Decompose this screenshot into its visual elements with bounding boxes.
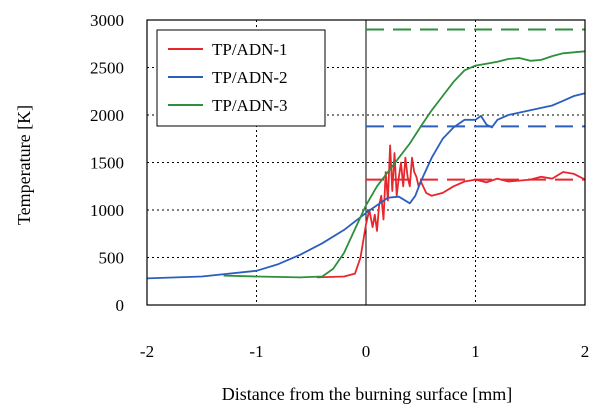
legend-label-2: TP/ADN-2 (212, 68, 288, 87)
x-axis-label: Distance from the burning surface [mm] (222, 384, 512, 404)
data-series (146, 50, 586, 280)
legend-label-1: TP/ADN-1 (212, 40, 288, 59)
y-tick-label-6: 3000 (90, 11, 124, 30)
series-line-1 (316, 144, 586, 279)
x-ticks: -2 -1 0 1 2 (140, 342, 589, 361)
series-line-2 (146, 92, 586, 280)
y-tick-label-1: 500 (99, 249, 125, 268)
y-tick-label-4: 2000 (90, 106, 124, 125)
legend-label-3: TP/ADN-3 (212, 96, 288, 115)
x-tick-label-4: 2 (581, 342, 590, 361)
legend: TP/ADN-1 TP/ADN-2 TP/ADN-3 (156, 29, 326, 127)
y-tick-label-0: 0 (116, 296, 125, 315)
y-tick-label-3: 1500 (90, 154, 124, 173)
series-line-3 (223, 50, 586, 279)
y-ticks: 0 500 1000 1500 2000 2500 3000 (90, 11, 124, 315)
x-tick-label-0: -2 (140, 342, 154, 361)
x-tick-label-2: 0 (362, 342, 371, 361)
y-tick-label-5: 2500 (90, 59, 124, 78)
y-tick-label-2: 1000 (90, 201, 124, 220)
x-tick-label-1: -1 (249, 342, 263, 361)
x-tick-label-3: 1 (471, 342, 480, 361)
plot-frame (146, 19, 586, 306)
y-axis-label: Temperature [K] (14, 105, 34, 225)
